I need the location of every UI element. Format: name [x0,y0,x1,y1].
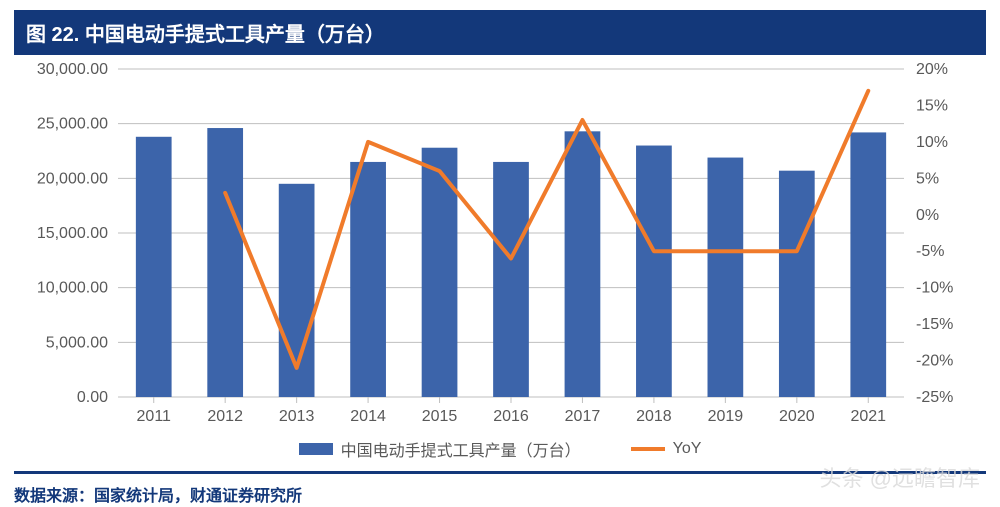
svg-text:0%: 0% [916,207,939,224]
legend-line-label: YoY [673,440,702,458]
legend-line: YoY [631,440,702,458]
legend-bar-label: 中国电动手提式工具产量（万台） [341,437,581,461]
svg-text:2011: 2011 [137,408,172,425]
svg-text:2015: 2015 [422,408,458,425]
legend-bar: 中国电动手提式工具产量（万台） [299,437,581,461]
svg-text:30,000.00: 30,000.00 [37,61,108,78]
legend-bar-swatch [299,443,333,455]
svg-text:15,000.00: 15,000.00 [37,225,108,242]
svg-text:10%: 10% [916,134,948,151]
svg-text:2016: 2016 [493,408,529,425]
svg-text:5,000.00: 5,000.00 [46,334,108,351]
svg-text:5%: 5% [916,170,939,187]
svg-text:-15%: -15% [916,316,953,333]
source-label: 数据来源：国家统计局，财通证券研究所 [0,482,1000,506]
svg-text:-20%: -20% [916,353,953,370]
svg-text:20,000.00: 20,000.00 [37,170,108,187]
svg-text:15%: 15% [916,97,948,114]
chart-svg: 0.00 5,000.00 10,000.00 15,000.00 20,000.00 2… [14,61,974,431]
svg-text:0.00: 0.00 [77,389,108,406]
svg-text:2014: 2014 [350,408,386,425]
svg-text:2017: 2017 [565,408,601,425]
chart-area: 0.00 5,000.00 10,000.00 15,000.00 20,000.00 2… [14,61,974,431]
svg-text:-10%: -10% [916,280,953,297]
svg-text:2013: 2013 [279,408,315,425]
source-divider [14,471,986,474]
svg-text:-5%: -5% [916,243,944,260]
svg-text:2018: 2018 [636,408,672,425]
svg-text:10,000.00: 10,000.00 [37,280,108,297]
svg-text:25,000.00: 25,000.00 [37,116,108,133]
svg-text:2020: 2020 [779,408,815,425]
svg-text:20%: 20% [916,61,948,78]
svg-text:-25%: -25% [916,389,953,406]
legend-line-swatch [631,447,665,451]
svg-text:2019: 2019 [708,408,744,425]
svg-text:2021: 2021 [850,408,886,425]
chart-title: 图 22. 中国电动手提式工具产量（万台） [14,10,986,55]
legend: 中国电动手提式工具产量（万台） YoY [14,431,986,471]
svg-text:2012: 2012 [207,408,243,425]
